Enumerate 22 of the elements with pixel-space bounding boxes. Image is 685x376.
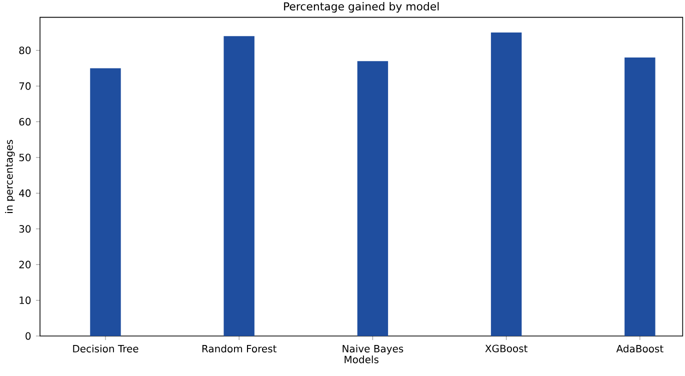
y-tick-label: 0	[26, 332, 31, 340]
y-tick-label: 40	[19, 189, 31, 197]
x-axis-title: Models	[344, 356, 378, 364]
y-tick-label: 80	[19, 46, 31, 54]
y-axis-title: in percentages	[5, 140, 15, 213]
y-tick-label: 70	[19, 82, 31, 90]
y-tick-label: 60	[19, 118, 31, 126]
bar	[490, 32, 522, 336]
chart-title: Percentage gained by model	[284, 2, 439, 13]
y-tick-label: 10	[20, 296, 31, 304]
x-tick-label: Random Forest	[202, 344, 276, 352]
x-tick-label: AdaBoost	[616, 344, 664, 352]
bar	[90, 68, 121, 336]
y-tick-label: 20	[19, 260, 31, 268]
y-tick-label: 50	[19, 154, 31, 162]
bar	[624, 58, 656, 336]
x-tick-label: XGBoost	[485, 344, 528, 352]
bar	[224, 36, 254, 336]
x-tick-label: Naive Bayes	[342, 344, 404, 354]
bar	[357, 61, 388, 336]
x-tick-label: Decision Tree	[73, 344, 138, 352]
y-tick-label: 30	[19, 225, 31, 233]
